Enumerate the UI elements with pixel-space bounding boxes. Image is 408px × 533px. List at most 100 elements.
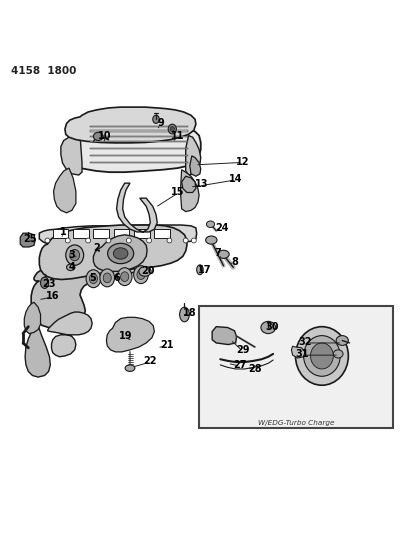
Text: 25: 25 [23, 234, 37, 244]
Polygon shape [20, 233, 35, 247]
Ellipse shape [153, 115, 159, 123]
Bar [134, 229, 149, 238]
Bar [199, 306, 393, 427]
Polygon shape [90, 148, 188, 149]
Polygon shape [117, 183, 157, 232]
Text: 32: 32 [298, 337, 312, 347]
Polygon shape [90, 135, 188, 137]
Text: W/EDG-Turbo Charge: W/EDG-Turbo Charge [258, 421, 335, 426]
Polygon shape [291, 346, 305, 358]
Text: 4: 4 [69, 262, 75, 272]
Ellipse shape [113, 248, 128, 259]
Text: 17: 17 [198, 265, 212, 274]
Ellipse shape [118, 268, 132, 286]
Ellipse shape [206, 221, 215, 228]
Polygon shape [182, 176, 196, 192]
Polygon shape [47, 312, 92, 357]
Bar [93, 229, 109, 238]
Ellipse shape [197, 265, 203, 274]
Polygon shape [93, 235, 147, 271]
Polygon shape [190, 156, 201, 176]
Polygon shape [25, 326, 50, 377]
Polygon shape [31, 241, 157, 328]
Polygon shape [39, 225, 197, 244]
Ellipse shape [103, 273, 111, 283]
Ellipse shape [261, 321, 275, 334]
Text: 16: 16 [46, 291, 60, 301]
Ellipse shape [180, 307, 189, 322]
Text: 11: 11 [171, 131, 184, 141]
Text: 1: 1 [60, 227, 67, 237]
Ellipse shape [134, 265, 148, 284]
Text: 31: 31 [296, 349, 309, 359]
Ellipse shape [126, 238, 131, 243]
Ellipse shape [137, 270, 145, 279]
Text: 8: 8 [231, 257, 238, 268]
Ellipse shape [218, 250, 229, 259]
Text: 10: 10 [98, 131, 111, 141]
Polygon shape [24, 302, 40, 334]
Ellipse shape [191, 238, 196, 243]
Ellipse shape [170, 127, 174, 132]
Ellipse shape [108, 244, 134, 264]
Ellipse shape [67, 264, 75, 271]
Text: 12: 12 [236, 157, 249, 167]
Ellipse shape [66, 245, 84, 265]
Ellipse shape [336, 336, 348, 345]
Ellipse shape [86, 238, 91, 243]
Polygon shape [61, 134, 82, 175]
Polygon shape [39, 225, 187, 279]
Bar [53, 229, 68, 238]
Polygon shape [90, 161, 188, 163]
Ellipse shape [65, 238, 70, 243]
Text: 22: 22 [144, 356, 157, 366]
Ellipse shape [167, 238, 172, 243]
Ellipse shape [89, 274, 98, 284]
Ellipse shape [139, 266, 151, 276]
Polygon shape [68, 123, 201, 172]
Text: 6: 6 [113, 273, 120, 283]
Ellipse shape [168, 124, 176, 134]
Text: 4158  1800: 4158 1800 [11, 66, 76, 76]
Text: 23: 23 [42, 279, 55, 288]
Ellipse shape [106, 238, 111, 243]
Polygon shape [90, 141, 188, 142]
Text: 7: 7 [215, 248, 222, 259]
Ellipse shape [183, 238, 188, 243]
Ellipse shape [333, 350, 343, 358]
Polygon shape [90, 155, 188, 156]
Text: 28: 28 [248, 364, 262, 374]
Text: 19: 19 [119, 332, 133, 342]
Text: 18: 18 [183, 308, 197, 318]
Text: 9: 9 [158, 118, 165, 128]
Text: 30: 30 [266, 322, 279, 332]
Ellipse shape [125, 365, 135, 372]
Ellipse shape [93, 132, 103, 141]
Polygon shape [106, 317, 154, 352]
Text: 15: 15 [171, 188, 184, 198]
Polygon shape [186, 135, 201, 175]
Text: 24: 24 [215, 223, 229, 233]
Text: 5: 5 [89, 273, 95, 283]
Bar [154, 229, 170, 238]
Polygon shape [90, 126, 188, 127]
Text: 13: 13 [195, 180, 209, 189]
Ellipse shape [121, 272, 129, 281]
Polygon shape [65, 107, 196, 143]
Ellipse shape [86, 270, 101, 288]
Ellipse shape [295, 327, 348, 385]
Text: 29: 29 [236, 345, 249, 355]
Bar [114, 229, 129, 238]
Ellipse shape [304, 336, 340, 376]
Ellipse shape [146, 238, 151, 243]
Text: 20: 20 [141, 266, 155, 277]
Polygon shape [212, 327, 237, 344]
Polygon shape [180, 169, 199, 212]
Ellipse shape [100, 269, 115, 287]
Text: 3: 3 [69, 250, 75, 260]
Polygon shape [90, 130, 188, 132]
Text: 21: 21 [160, 340, 173, 350]
Bar [73, 229, 89, 238]
Ellipse shape [310, 343, 333, 369]
Text: 27: 27 [233, 360, 246, 370]
